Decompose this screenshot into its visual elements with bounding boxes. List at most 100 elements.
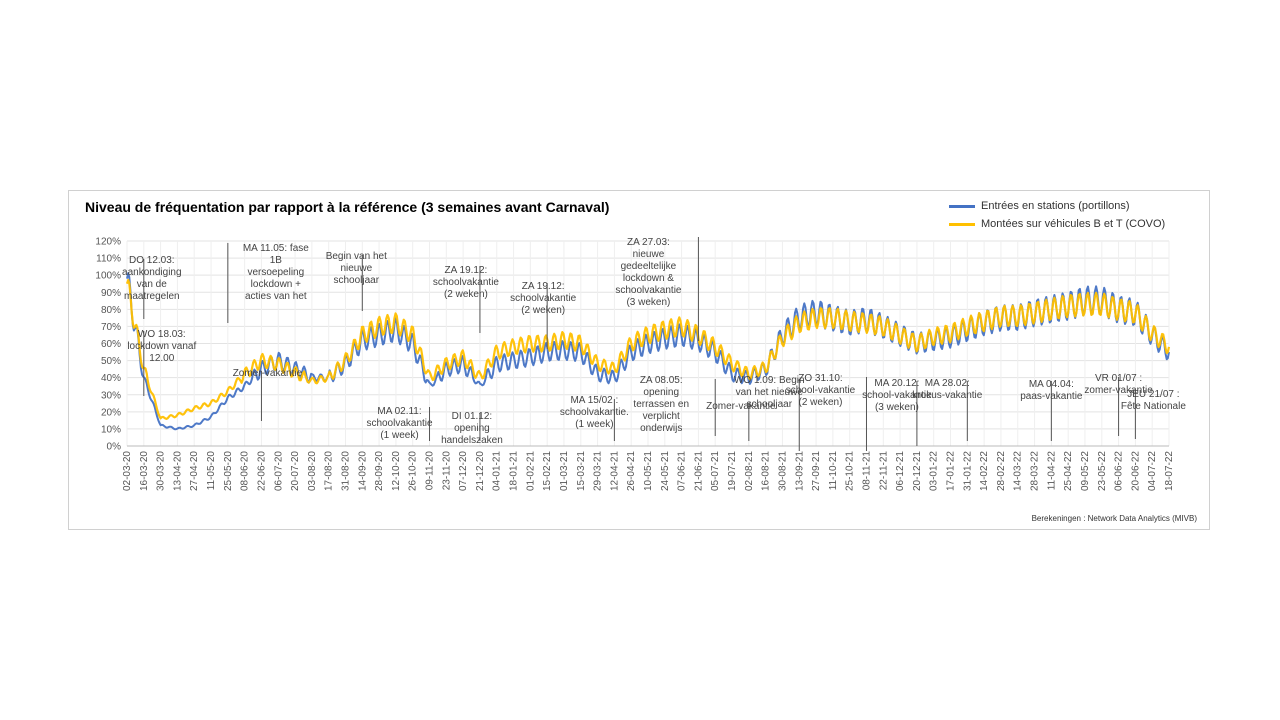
x-tick-label: 01-02-21 xyxy=(525,451,536,491)
x-tick-label: 20-06-22 xyxy=(1130,451,1141,491)
x-tick-label: 04-01-21 xyxy=(492,451,503,491)
x-tick-label: 28-09-20 xyxy=(374,451,385,491)
y-tick-label: 50% xyxy=(101,356,121,367)
x-tick-label: 15-02-21 xyxy=(542,451,553,491)
annotation-label: VR 01/07 : zomer-vakantie xyxy=(1084,373,1153,396)
x-tick-label: 25-04-22 xyxy=(1063,451,1074,491)
x-tick-label: 24-05-21 xyxy=(660,451,671,491)
x-tick-label: 02-03-20 xyxy=(122,451,133,491)
annotation-label: Zomer-vakantie xyxy=(706,401,776,412)
x-tick-label: 20-07-20 xyxy=(290,451,301,491)
y-tick-label: 110% xyxy=(96,254,121,265)
annotation-label: MA 15/02 : schoolvakantie. (1 week) xyxy=(560,395,629,430)
annotation-label: MA 04.04: paas-vakantie xyxy=(1020,379,1083,402)
annotation-label: MA 20.12: school-vakantie (3 weken) xyxy=(862,378,932,413)
x-tick-label: 09-11-20 xyxy=(425,451,436,491)
x-tick-label: 12-04-21 xyxy=(609,451,620,491)
x-tick-label: 02-08-21 xyxy=(744,451,755,491)
y-tick-label: 60% xyxy=(101,339,121,350)
series-line-montees xyxy=(125,278,1171,420)
x-tick-label: 01-03-21 xyxy=(559,451,570,491)
annotation-label: MA 28.02: krokus-vakantie xyxy=(912,378,982,401)
x-tick-label: 31-01-22 xyxy=(962,451,973,491)
annotation-label: ZA 08.05: opening terrassen en verplicht ond… xyxy=(633,375,689,434)
x-tick-label: 26-10-20 xyxy=(408,451,419,491)
annotation-label: DI 01.12: opening handelszaken xyxy=(441,411,503,446)
x-tick-label: 17-08-20 xyxy=(324,451,335,491)
x-tick-label: 25-10-21 xyxy=(845,451,856,491)
x-tick-label: 18-07-22 xyxy=(1164,451,1175,491)
x-tick-label: 20-12-21 xyxy=(912,451,923,491)
x-tick-label: 07-06-21 xyxy=(677,451,688,491)
legend-swatch-yellow xyxy=(949,222,975,226)
legend-label-montees: Montées sur véhicules B et T (COVO) xyxy=(981,218,1166,230)
x-tick-label: 21-06-21 xyxy=(693,451,704,491)
y-tick-label: 90% xyxy=(101,288,121,299)
legend-item-entrees: Entrées en stations (portillons) xyxy=(949,197,1165,215)
y-tick-label: 0% xyxy=(107,442,122,453)
y-tick-label: 120% xyxy=(95,237,121,248)
y-tick-label: 20% xyxy=(101,407,121,418)
x-tick-label: 11-05-20 xyxy=(206,451,217,491)
annotation-label: MA 11.05: fase 1B versoepeling lockdown + ac… xyxy=(243,243,309,302)
annotation-label: MA 02.11: schoolvakantie (1 week) xyxy=(366,406,433,441)
x-tick-label: 11-10-21 xyxy=(828,451,839,491)
x-tick-label: 25-05-20 xyxy=(223,451,234,491)
x-tick-label: 05-07-21 xyxy=(710,451,721,491)
legend-label-entrees: Entrées en stations (portillons) xyxy=(981,200,1130,212)
x-tick-label: 26-04-21 xyxy=(626,451,637,491)
y-tick-label: 70% xyxy=(101,322,121,333)
y-tick-label: 10% xyxy=(101,424,121,435)
x-tick-label: 13-09-21 xyxy=(794,451,805,491)
x-tick-label: 22-06-20 xyxy=(256,451,267,491)
x-tick-label: 14-09-20 xyxy=(357,451,368,491)
legend-swatch-blue xyxy=(949,204,975,208)
line-chart: 0% 10% 20% 30% 40% 50% 60% 70% 80% 90% 100% 110% 120… xyxy=(95,237,1186,492)
x-tick-label: 28-02-22 xyxy=(996,451,1007,491)
annotation-label: WO 1.09: Begin van het nieuwe schooljaar xyxy=(734,375,805,410)
x-tick-label: 21-12-20 xyxy=(475,451,486,491)
x-tick-label: 27-04-20 xyxy=(189,451,200,491)
annotation-label: ZA 19.12: schoolvakantie (2 weken) xyxy=(510,281,577,316)
x-tick-label: 30-08-21 xyxy=(777,451,788,491)
x-tick-label: 18-01-21 xyxy=(509,451,520,491)
legend: Entrées en stations (portillons) Montées… xyxy=(949,197,1165,233)
x-tick-label: 03-08-20 xyxy=(307,451,318,491)
annotation-label: DO 12.03: aankondiging van de maatregelen xyxy=(122,255,182,302)
x-tick-label: 04-07-22 xyxy=(1147,451,1158,491)
annotation-label: ZA 27.03: nieuwe gedeeltelijke lockdown & sc… xyxy=(615,237,682,308)
x-tick-label: 12-10-20 xyxy=(391,451,402,491)
annotation-label: Begin van het nieuwe schooljaar xyxy=(326,251,387,286)
legend-item-montees: Montées sur véhicules B et T (COVO) xyxy=(949,215,1165,233)
x-tick-label: 23-05-22 xyxy=(1097,451,1108,491)
x-tick-label: 06-06-22 xyxy=(1114,451,1125,491)
x-tick-label: 29-03-21 xyxy=(593,451,604,491)
x-tick-label: 13-04-20 xyxy=(172,451,183,491)
x-tick-label: 10-05-21 xyxy=(643,451,654,491)
x-tick-label: 23-11-20 xyxy=(441,451,452,491)
x-tick-label: 07-12-20 xyxy=(458,451,469,491)
x-tick-label: 14-02-22 xyxy=(979,451,990,491)
x-tick-label: 15-03-21 xyxy=(576,451,587,491)
x-tick-label: 16-03-20 xyxy=(139,451,150,491)
annotation-label: ZO 31.10: school-vakantie (2 weken) xyxy=(786,373,856,408)
x-tick-label: 16-08-21 xyxy=(761,451,772,491)
y-tick-label: 40% xyxy=(101,373,121,384)
y-tick-label: 30% xyxy=(101,390,121,401)
x-tick-label: 03-01-22 xyxy=(929,451,940,491)
x-tick-label: 09-05-22 xyxy=(1080,451,1091,491)
annotation-label: ZA 19.12: schoolvakantie (2 weken) xyxy=(433,265,500,300)
x-tick-label: 28-03-22 xyxy=(1030,451,1041,491)
annotation-label: JEU 21/07 : Fête Nationale xyxy=(1121,389,1186,412)
x-tick-label: 08-11-21 xyxy=(861,451,872,491)
x-tick-label: 06-07-20 xyxy=(273,451,284,491)
x-tick-label: 08-06-20 xyxy=(240,451,251,491)
annotation-label: WO 18.03: lockdown vanaf 12.00 xyxy=(127,329,196,364)
x-tick-label: 27-09-21 xyxy=(811,451,822,491)
y-tick-label: 100% xyxy=(95,271,121,282)
x-tick-label: 14-03-22 xyxy=(1013,451,1024,491)
x-tick-label: 06-12-21 xyxy=(895,451,906,491)
chart-credit: Berekeningen : Network Data Analytics (M… xyxy=(1031,514,1197,523)
chart-panel: Niveau de fréquentation par rapport à la… xyxy=(68,190,1210,530)
x-tick-label: 31-08-20 xyxy=(340,451,351,491)
